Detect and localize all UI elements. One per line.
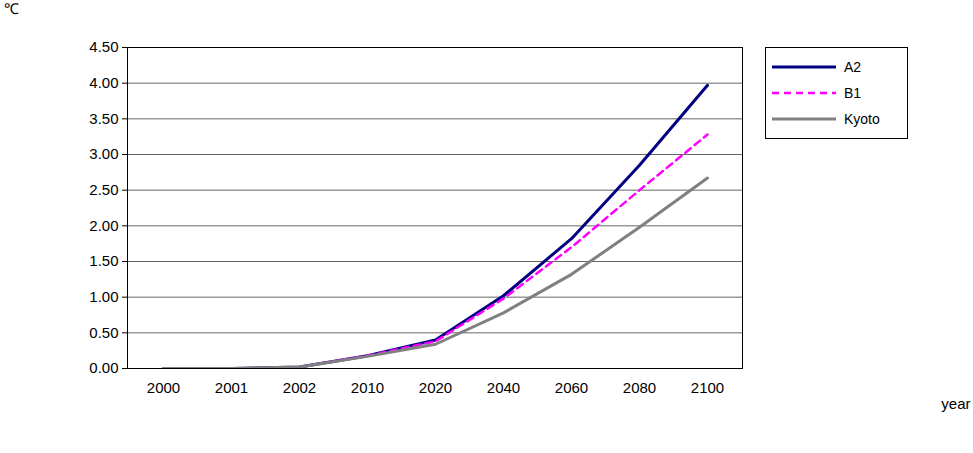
html-text:A2: A2 — [844, 59, 862, 75]
svg-text:2000: 2000 — [147, 379, 180, 396]
svg-text:2.50: 2.50 — [89, 181, 118, 198]
svg-text:0.50: 0.50 — [89, 324, 118, 341]
svg-text:2.00: 2.00 — [89, 217, 118, 234]
svg-text:2100: 2100 — [691, 379, 724, 396]
html-text:B1: B1 — [844, 85, 862, 101]
svg-text:2020: 2020 — [419, 379, 452, 396]
html-text:Kyoto: Kyoto — [844, 111, 880, 127]
svg-text:4.50: 4.50 — [89, 38, 118, 55]
svg-text:2002: 2002 — [283, 379, 316, 396]
svg-text:0.00: 0.00 — [89, 359, 118, 376]
svg-text:2080: 2080 — [623, 379, 656, 396]
svg-text:2010: 2010 — [351, 379, 384, 396]
svg-text:3.00: 3.00 — [89, 145, 118, 162]
svg-text:2040: 2040 — [487, 379, 520, 396]
svg-text:2001: 2001 — [215, 379, 248, 396]
svg-text:1.50: 1.50 — [89, 252, 118, 269]
svg-text:1.00: 1.00 — [89, 288, 118, 305]
svg-text:year: year — [941, 395, 970, 412]
svg-text:4.00: 4.00 — [89, 74, 118, 91]
svg-text:3.50: 3.50 — [89, 110, 118, 127]
svg-text:℃: ℃ — [4, 0, 19, 17]
svg-text:2060: 2060 — [555, 379, 588, 396]
